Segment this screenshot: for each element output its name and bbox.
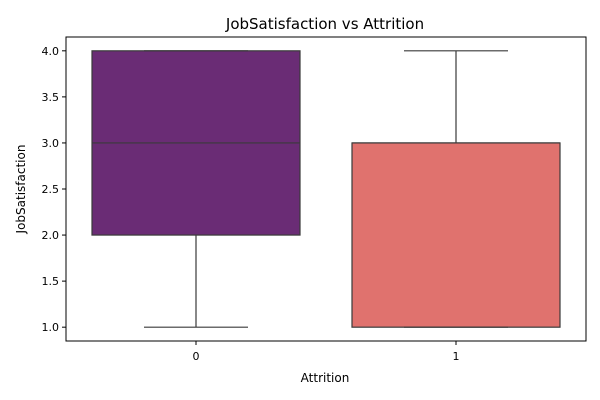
y-tick-label: 4.0 [42,45,60,58]
y-tick-label: 1.0 [42,321,60,334]
y-tick-label: 2.5 [42,183,60,196]
y-tick-label: 1.5 [42,275,60,288]
y-tick-label: 3.5 [42,91,60,104]
y-tick-label: 2.0 [42,229,60,242]
plot-frame [65,36,587,342]
chart-title: JobSatisfaction vs Attrition [225,15,424,33]
y-tick-label: 3.0 [42,137,60,150]
x-tick-label: 0 [193,350,200,363]
iqr-box [351,142,561,328]
box-0 [91,50,301,328]
y-axis-label: JobSatisfaction [14,145,28,235]
x-axis-label: Attrition [301,371,350,385]
y-axis: 1.0 1.5 2.0 2.5 3.0 3.5 4.0 [42,45,66,334]
plot-area [91,50,561,328]
box-1 [351,50,561,328]
x-tick-label: 1 [453,350,460,363]
